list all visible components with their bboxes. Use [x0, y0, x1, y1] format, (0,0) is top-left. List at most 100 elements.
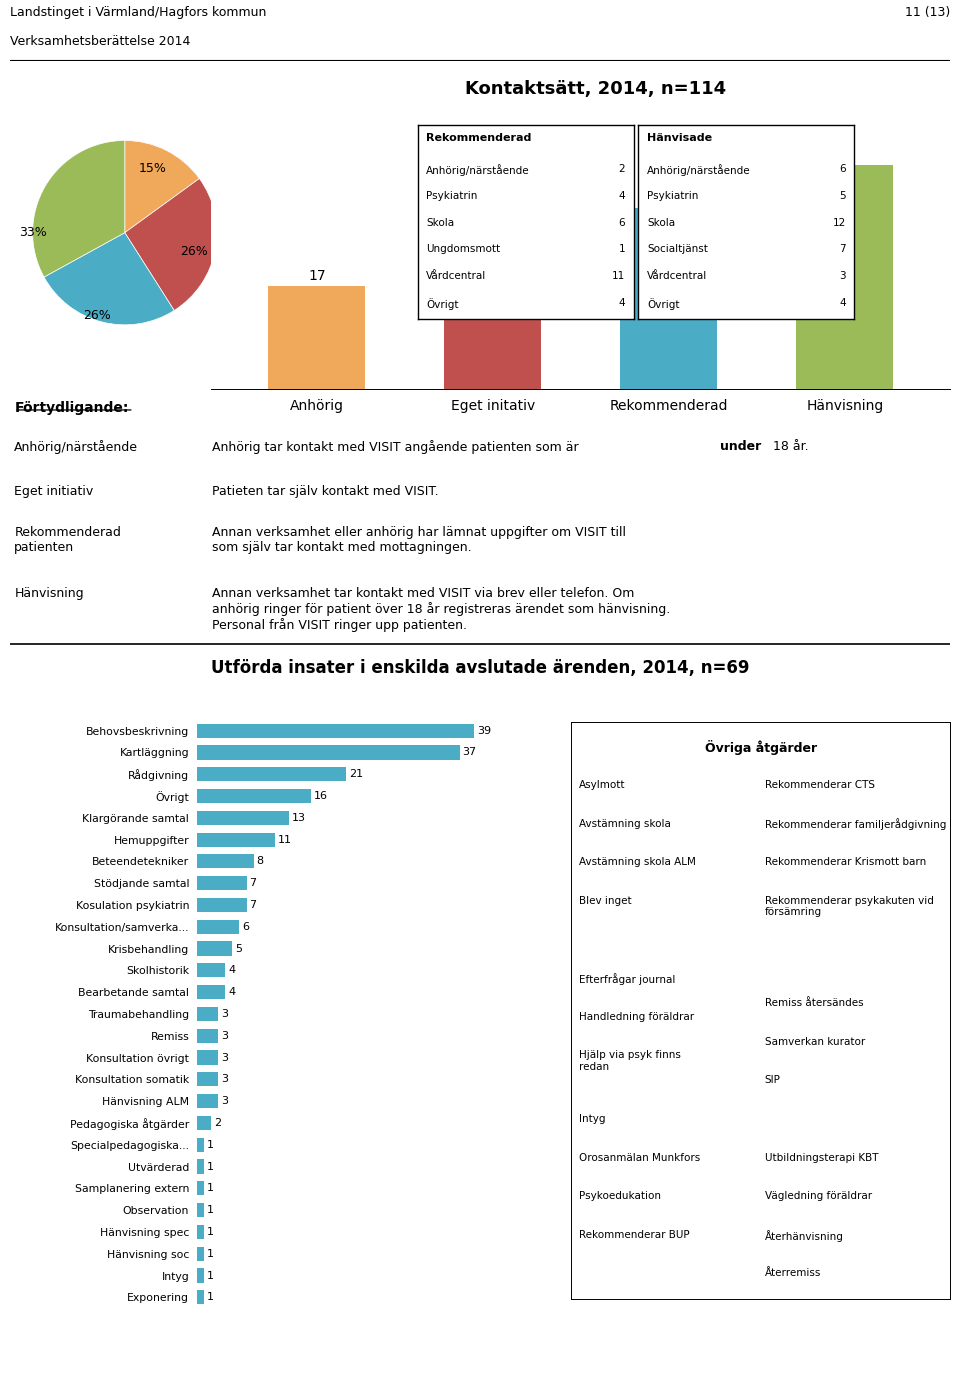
Text: 3: 3 — [221, 1008, 228, 1020]
Text: Psykoedukation: Psykoedukation — [579, 1192, 660, 1201]
Bar — [197, 1007, 218, 1021]
Text: 13: 13 — [292, 813, 306, 822]
Text: Rekommenderar familjerådgivning: Rekommenderar familjerådgivning — [764, 818, 946, 831]
Text: under: under — [720, 439, 761, 453]
Bar — [197, 724, 474, 738]
Text: Rekommenderar CTS: Rekommenderar CTS — [764, 781, 875, 790]
Text: Anhörig/närstående: Anhörig/närstående — [426, 164, 530, 176]
Text: Förtydligande:: Förtydligande: — [14, 400, 129, 415]
Text: SIP: SIP — [764, 1075, 780, 1085]
Text: Annan verksamhet tar kontakt med VISIT via brev eller telefon. Om
anhörig ringer: Annan verksamhet tar kontakt med VISIT v… — [212, 586, 670, 632]
Text: Anhörig/närstående: Anhörig/närstående — [647, 164, 751, 176]
Bar — [197, 1029, 218, 1043]
Text: Rekommenderad: Rekommenderad — [426, 133, 532, 143]
Text: Anhörig tar kontakt med VISIT angående patienten som är under 18 år.: Anhörig tar kontakt med VISIT angående p… — [212, 439, 659, 454]
Text: Utförda insater i enskilda avslutade ärenden, 2014, n=69: Utförda insater i enskilda avslutade äre… — [211, 660, 749, 676]
Text: 6: 6 — [242, 922, 250, 932]
Text: 8: 8 — [256, 857, 264, 867]
Text: 6: 6 — [839, 164, 846, 174]
Bar — [197, 1290, 204, 1304]
Text: 37: 37 — [836, 149, 853, 163]
Text: 4: 4 — [228, 988, 235, 997]
Text: Rekommenderar BUP: Rekommenderar BUP — [579, 1229, 689, 1240]
Text: Socialtjänst: Socialtjänst — [647, 244, 708, 254]
Text: 1: 1 — [206, 1183, 214, 1193]
Bar — [197, 811, 289, 825]
Bar — [197, 1268, 204, 1282]
Text: Övrigt: Övrigt — [426, 299, 459, 310]
Text: 3: 3 — [221, 1053, 228, 1063]
Text: 30: 30 — [660, 190, 678, 204]
Text: 1: 1 — [206, 1249, 214, 1258]
Text: 3: 3 — [839, 271, 846, 281]
Text: 4: 4 — [618, 299, 625, 308]
Bar — [197, 1095, 218, 1108]
Text: 37: 37 — [463, 747, 477, 757]
Text: Avstämning skola ALM: Avstämning skola ALM — [579, 857, 696, 867]
Text: 11: 11 — [277, 835, 292, 845]
Bar — [797, 165, 893, 389]
Bar — [197, 746, 460, 760]
Text: 4: 4 — [618, 190, 625, 201]
Text: 7: 7 — [839, 244, 846, 254]
Text: 39: 39 — [477, 725, 491, 736]
Bar — [197, 1072, 218, 1086]
Text: 5: 5 — [839, 190, 846, 201]
Bar — [197, 1203, 204, 1217]
Text: 16: 16 — [313, 790, 327, 801]
Text: Verksamhetsberättelse 2014: Verksamhetsberättelse 2014 — [10, 35, 190, 47]
Text: Landstinget i Värmland/Hagfors kommun: Landstinget i Värmland/Hagfors kommun — [10, 6, 266, 18]
Text: 15%: 15% — [138, 161, 166, 175]
Bar — [197, 942, 232, 956]
Text: Orosanmälan Munkfors: Orosanmälan Munkfors — [579, 1153, 700, 1163]
Bar — [197, 1247, 204, 1261]
Text: Anhörig tar kontakt med VISIT angående patienten som är: Anhörig tar kontakt med VISIT angående p… — [212, 439, 583, 454]
Bar — [269, 286, 365, 389]
Wedge shape — [125, 179, 217, 311]
Text: Rekommenderar psykakuten vid
försämring: Rekommenderar psykakuten vid försämring — [764, 896, 933, 917]
Bar — [197, 1160, 204, 1174]
Text: Skola: Skola — [647, 218, 675, 228]
Text: 6: 6 — [618, 218, 625, 228]
Text: 11: 11 — [612, 271, 625, 281]
Bar — [197, 920, 239, 933]
Text: Eget initiativ: Eget initiativ — [14, 485, 93, 497]
Text: 5: 5 — [235, 943, 242, 954]
Text: Rekommenderar Krismott barn: Rekommenderar Krismott barn — [764, 857, 925, 867]
Wedge shape — [44, 233, 174, 325]
Text: Vårdcentral: Vårdcentral — [647, 271, 708, 281]
Bar — [197, 854, 253, 868]
Text: Intyg: Intyg — [579, 1114, 606, 1124]
Text: 2: 2 — [618, 164, 625, 174]
Bar — [197, 1050, 218, 1064]
Bar — [620, 208, 717, 389]
Text: 7: 7 — [250, 878, 256, 888]
Text: 1: 1 — [206, 1292, 214, 1303]
Text: 30: 30 — [484, 190, 501, 204]
Text: 4: 4 — [228, 965, 235, 975]
Text: Kontaktsätt, 2014, n=114: Kontaktsätt, 2014, n=114 — [465, 81, 726, 97]
Bar — [197, 1225, 204, 1239]
Bar — [197, 897, 247, 913]
Wedge shape — [33, 140, 125, 276]
Text: Ungdomsmott: Ungdomsmott — [426, 244, 500, 254]
Text: 3: 3 — [221, 1096, 228, 1106]
Text: Återhänvisning: Återhänvisning — [764, 1229, 844, 1242]
Text: Anhörig/närstående: Anhörig/närstående — [14, 439, 138, 454]
Text: 3: 3 — [221, 1074, 228, 1085]
Bar — [197, 1181, 204, 1196]
Bar — [444, 208, 541, 389]
Text: Rekommenderad
patienten: Rekommenderad patienten — [14, 526, 121, 554]
Bar — [197, 985, 226, 999]
Text: 1: 1 — [206, 1271, 214, 1281]
Bar — [197, 1115, 211, 1131]
Text: Asylmott: Asylmott — [579, 781, 625, 790]
Text: 4: 4 — [839, 299, 846, 308]
Bar — [197, 964, 226, 978]
Text: Hänvisade: Hänvisade — [647, 133, 712, 143]
Bar — [197, 832, 275, 847]
Text: Efterfrågar journal: Efterfrågar journal — [579, 974, 675, 985]
Text: Skola: Skola — [426, 218, 454, 228]
Text: 26%: 26% — [180, 244, 207, 257]
Text: 7: 7 — [250, 900, 256, 910]
